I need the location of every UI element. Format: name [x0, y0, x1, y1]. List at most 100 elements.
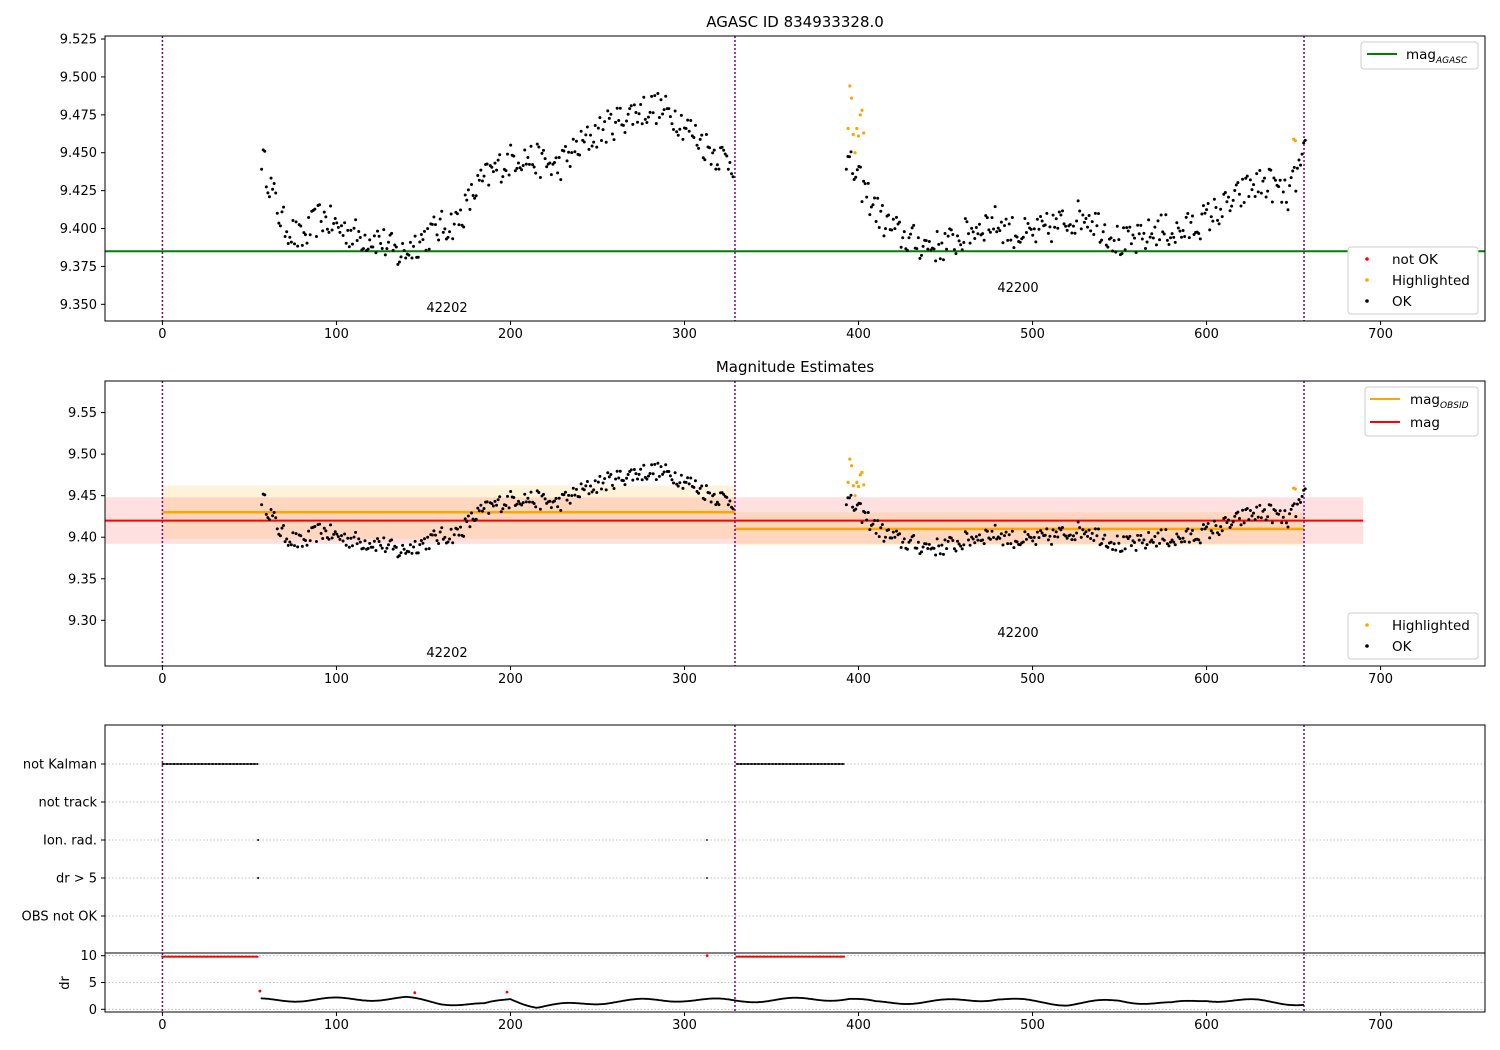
ok-point — [874, 219, 878, 223]
ok-point — [469, 511, 473, 515]
ok-point — [1051, 213, 1055, 217]
ok-point — [670, 478, 674, 482]
ok-point — [278, 534, 282, 538]
x-tick-label: 0 — [158, 327, 166, 342]
ok-point — [664, 463, 668, 467]
ok-point — [1201, 523, 1205, 527]
ok-point — [493, 499, 497, 503]
ok-point — [559, 178, 563, 182]
ok-point — [941, 258, 945, 262]
ok-point — [935, 537, 939, 541]
y-tick-label: 9.35 — [68, 572, 97, 587]
ok-point — [916, 236, 920, 240]
ok-point — [689, 118, 693, 122]
ok-point — [567, 493, 571, 497]
ok-point — [423, 537, 427, 541]
ok-point — [1048, 225, 1052, 229]
ok-point — [1165, 542, 1169, 546]
ok-point — [709, 162, 713, 166]
dr-red-point — [258, 989, 262, 993]
x-tick-label: 500 — [1020, 1018, 1045, 1033]
ok-point — [1081, 528, 1085, 532]
ok-point — [1278, 178, 1282, 182]
ok-point — [1150, 232, 1154, 236]
panel-2-obsid-label-2: 42200 — [997, 626, 1038, 641]
ok-point — [689, 476, 693, 480]
ok-point — [402, 249, 406, 253]
ok-point — [307, 215, 311, 219]
highlighted-point — [856, 134, 861, 138]
ok-point — [1205, 208, 1209, 212]
ok-point — [562, 149, 566, 153]
ok-point — [1106, 245, 1110, 249]
ok-point — [565, 498, 569, 502]
ok-point — [968, 543, 972, 547]
ok-point — [988, 537, 992, 541]
ok-point — [937, 242, 941, 246]
ok-point — [1023, 530, 1027, 534]
ok-point — [532, 502, 536, 506]
ok-point — [531, 163, 535, 167]
ok-point — [1111, 547, 1115, 551]
ok-point — [909, 232, 913, 236]
ok-point — [397, 260, 401, 264]
ok-point — [291, 531, 295, 535]
ok-point — [893, 227, 897, 231]
ok-point — [668, 474, 672, 478]
ok-point — [623, 130, 627, 134]
ok-point — [907, 236, 911, 240]
ok-point — [1219, 525, 1223, 529]
ok-point — [341, 233, 345, 237]
ok-point — [1122, 226, 1126, 230]
ok-point — [567, 150, 571, 154]
ok-point — [543, 497, 547, 501]
ok-point — [1035, 217, 1039, 221]
ok-point — [280, 210, 284, 214]
highlighted-point — [851, 484, 855, 488]
ok-point — [1158, 541, 1162, 545]
ok-point — [394, 545, 398, 549]
ok-point — [1114, 548, 1118, 552]
ok-point — [712, 148, 716, 152]
ok-point — [937, 544, 941, 548]
ok-point — [672, 128, 676, 132]
ok-point — [1277, 512, 1281, 516]
ok-point — [1225, 200, 1229, 204]
ok-point — [1053, 535, 1057, 539]
ok-point — [1289, 507, 1293, 511]
ok-point — [634, 111, 638, 115]
ok-point — [866, 510, 870, 514]
highlighted-point — [849, 96, 854, 100]
ok-point — [604, 140, 608, 144]
ok-point — [1037, 227, 1041, 231]
ok-point — [589, 484, 593, 488]
ok-point — [380, 247, 384, 251]
ok-point — [704, 484, 708, 488]
ok-point — [537, 145, 541, 149]
ok-point — [419, 538, 423, 542]
ok-point — [648, 110, 652, 114]
ok-point — [656, 91, 660, 95]
ok-point — [1087, 214, 1091, 218]
ok-point — [333, 216, 337, 220]
ok-point — [300, 243, 304, 247]
y-tick-label: 9.400 — [60, 222, 97, 237]
panel-2-y-ticks: 9.30 9.35 9.40 9.45 9.50 9.55 — [68, 406, 105, 629]
dr-clipped-point — [256, 955, 259, 958]
ok-point — [967, 232, 971, 236]
ok-point — [1216, 218, 1220, 222]
ok-point — [554, 496, 558, 500]
ok-point — [498, 495, 502, 499]
ok-point — [374, 251, 378, 255]
ok-point — [1034, 240, 1038, 244]
ok-point — [1167, 242, 1171, 246]
ok-point — [1051, 528, 1055, 532]
ok-point — [1115, 534, 1119, 538]
panel-3-flag-rows: not Kalman not track Ion. rad. dr > 5 OBS no… — [22, 758, 1485, 925]
ok-point — [1115, 224, 1119, 228]
ok-point — [319, 531, 323, 535]
ok-point — [418, 543, 422, 547]
ok-point — [902, 230, 906, 234]
ok-point — [540, 151, 544, 155]
ok-point — [592, 140, 596, 144]
